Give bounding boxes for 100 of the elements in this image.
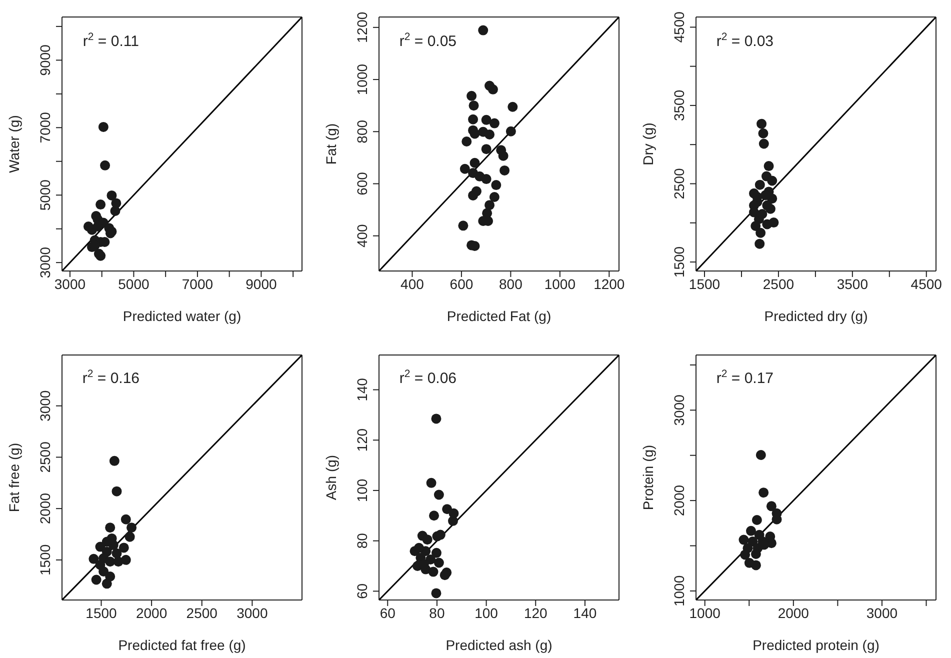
y-tick-label: 1200 [354,12,370,43]
point [767,176,778,186]
point [95,560,106,570]
point [508,102,518,112]
point [431,548,442,558]
point [118,542,129,553]
point [112,548,122,558]
x-tick-label: 3000 [236,604,268,621]
x-tick-label: 1500 [688,276,720,292]
point [764,161,774,172]
point [462,136,472,147]
point [484,129,495,140]
annotation: r$^{2}$ = 0.05 [399,31,457,50]
x-tick-label: 1000 [544,276,576,292]
point [750,560,761,570]
point [113,556,124,567]
point [428,566,438,577]
point [88,554,99,564]
y-axis-title: Fat (g) [322,123,339,165]
x-axis-title: Predicted protein (g) [752,637,880,653]
x-tick-label: 2500 [186,604,218,621]
x-tick-label: 600 [450,276,474,292]
point [738,534,749,545]
point [758,138,769,149]
y-tick-label: 600 [354,172,370,196]
point [766,501,776,512]
y-tick-label: 2500 [671,168,687,200]
y-tick-label: 4500 [671,11,687,43]
point [434,558,444,568]
x-tick-label: 1500 [86,604,118,621]
annotation: r$^{2}$ = 0.17 [716,368,774,387]
y-axis-title: Water (g) [6,115,22,173]
point [488,84,498,94]
y-tick-label: 7000 [37,112,53,144]
point [470,128,480,139]
point [758,128,768,138]
x-axis-title: Predicted dry (g) [764,308,868,324]
point [752,514,762,525]
point [506,126,516,136]
x-tick-label: 100 [474,604,498,621]
x-tick-label: 5000 [118,276,150,292]
point [110,206,120,216]
point [100,160,110,170]
x-tick-label: 2500 [762,276,794,292]
point [96,200,106,210]
point [105,556,116,567]
point [124,532,135,542]
y-tick-label: 2000 [671,484,687,516]
point [112,486,122,496]
x-tick-label: 1000 [689,604,721,621]
point [431,414,442,424]
point [754,238,765,249]
y-axis-title: Ash (g) [322,454,339,500]
point [435,530,446,540]
point [478,25,488,36]
y-tick-label: 3000 [37,390,53,422]
point [92,221,103,232]
y-tick-label: 60 [354,583,370,599]
y-tick-label: 2500 [37,441,53,473]
point [756,118,767,129]
y-tick-label: 3000 [671,394,687,426]
point [468,100,479,111]
x-tick-label: 3000 [866,604,898,621]
point [500,165,510,176]
x-axis-title: Predicted fat free (g) [118,637,246,653]
point [434,490,444,500]
point [460,164,470,174]
point [740,550,750,560]
point [762,219,772,230]
x-tick-label: 80 [429,604,445,621]
point [98,122,108,132]
y-tick-label: 5000 [37,179,53,211]
x-tick-label: 3500 [836,276,868,292]
x-tick-label: 4500 [910,276,942,292]
point [757,209,768,220]
y-tick-label: 2000 [37,492,53,524]
x-tick-label: 2000 [136,604,168,621]
annotation: r$^{2}$ = 0.11 [82,31,139,50]
point [448,516,458,526]
point [466,90,477,101]
point [105,522,116,533]
point [126,522,137,533]
annotation: r$^{2}$ = 0.16 [82,368,140,387]
x-tick-label: 400 [400,276,424,292]
point [440,570,450,580]
y-axis-title: Fat free (g) [6,442,22,512]
x-tick-label: 120 [524,604,548,621]
point [429,510,440,521]
point [746,526,756,536]
point [498,150,508,161]
y-tick-label: 3500 [671,90,687,122]
y-tick-label: 400 [354,224,370,248]
point [470,158,480,168]
y-axis-title: Dry (g) [640,122,656,166]
point [758,488,769,498]
x-tick-label: 7000 [182,276,214,292]
x-tick-label: 800 [499,276,523,292]
y-tick-label: 100 [354,478,370,502]
y-tick-label: 9000 [37,44,53,76]
x-tick-label: 60 [380,604,396,621]
